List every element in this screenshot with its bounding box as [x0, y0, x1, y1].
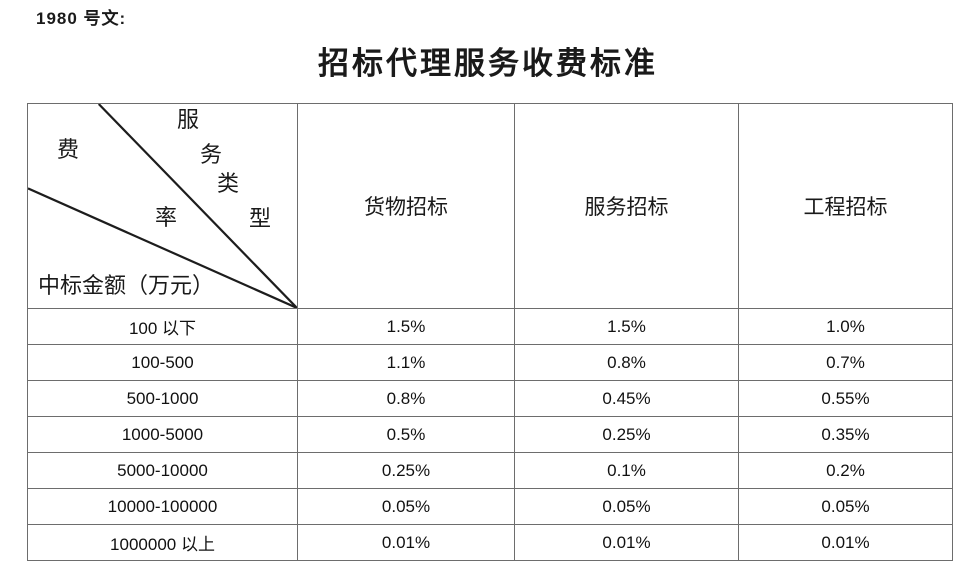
service-rate-cell: 0.1%	[514, 452, 739, 489]
table-row: 5000-10000 0.25% 0.1% 0.2%	[27, 452, 953, 489]
amount-range-cell: 10000-100000	[27, 488, 298, 525]
amount-range-cell: 1000000 以上	[27, 524, 298, 561]
goods-rate-cell: 1.5%	[297, 308, 515, 345]
goods-rate-cell: 0.05%	[297, 488, 515, 525]
service-rate-cell: 0.05%	[514, 488, 739, 525]
fee-table: 费 率 服 务 类 型 中标金额（万元） 货物招标 服务招标 工程招标 100 …	[27, 103, 953, 561]
column-header-engineering: 工程招标	[738, 103, 953, 309]
corner-label-service-char-4: 型	[249, 207, 272, 232]
engineering-rate-cell: 0.35%	[738, 416, 953, 453]
amount-range-cell: 500-1000	[27, 380, 298, 417]
corner-label-service-char-3: 类	[217, 172, 240, 197]
corner-label-fee-char-1: 费	[57, 138, 80, 163]
header-row: 费 率 服 务 类 型 中标金额（万元） 货物招标 服务招标 工程招标	[27, 103, 953, 309]
engineering-rate-cell: 0.7%	[738, 344, 953, 381]
engineering-rate-cell: 0.01%	[738, 524, 953, 561]
corner-label-service-char-2: 务	[200, 143, 223, 168]
engineering-rate-cell: 0.2%	[738, 452, 953, 489]
corner-label-amount: 中标金额（万元）	[38, 274, 215, 299]
service-rate-cell: 0.01%	[514, 524, 739, 561]
engineering-rate-cell: 0.05%	[738, 488, 953, 525]
column-header-service: 服务招标	[514, 103, 739, 309]
corner-label-service-char-1: 服	[177, 108, 200, 133]
service-rate-cell: 0.8%	[514, 344, 739, 381]
corner-label-fee-char-2: 率	[155, 206, 178, 231]
goods-rate-cell: 0.25%	[297, 452, 515, 489]
engineering-rate-cell: 0.55%	[738, 380, 953, 417]
table-row: 500-1000 0.8% 0.45% 0.55%	[27, 380, 953, 417]
diagonal-divider-lines	[28, 104, 297, 308]
amount-range-cell: 100 以下	[27, 308, 298, 345]
service-rate-cell: 0.45%	[514, 380, 739, 417]
goods-rate-cell: 0.5%	[297, 416, 515, 453]
engineering-rate-cell: 1.0%	[738, 308, 953, 345]
document-number-label: 1980 号文:	[36, 9, 127, 28]
amount-range-cell: 100-500	[27, 344, 298, 381]
service-rate-cell: 1.5%	[514, 308, 739, 345]
table-row: 1000000 以上 0.01% 0.01% 0.01%	[27, 524, 953, 561]
table-corner-cell: 费 率 服 务 类 型 中标金额（万元）	[27, 103, 298, 309]
goods-rate-cell: 0.8%	[297, 380, 515, 417]
amount-range-cell: 1000-5000	[27, 416, 298, 453]
fee-table-body: 100 以下 1.5% 1.5% 1.0% 100-500 1.1% 0.8% …	[27, 308, 953, 561]
table-row: 100 以下 1.5% 1.5% 1.0%	[27, 308, 953, 345]
amount-range-cell: 5000-10000	[27, 452, 298, 489]
goods-rate-cell: 1.1%	[297, 344, 515, 381]
goods-rate-cell: 0.01%	[297, 524, 515, 561]
service-rate-cell: 0.25%	[514, 416, 739, 453]
column-header-goods: 货物招标	[297, 103, 515, 309]
table-row: 100-500 1.1% 0.8% 0.7%	[27, 344, 953, 381]
table-row: 10000-100000 0.05% 0.05% 0.05%	[27, 488, 953, 525]
table-row: 1000-5000 0.5% 0.25% 0.35%	[27, 416, 953, 453]
page-title: 招标代理服务收费标准	[318, 46, 658, 82]
